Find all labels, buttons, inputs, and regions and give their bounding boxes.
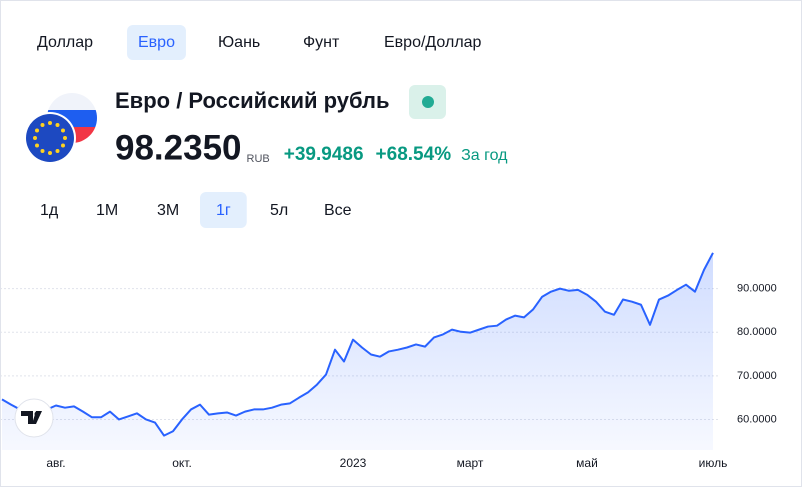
star: [35, 143, 40, 148]
pair-title: Евро / Российский рубль: [115, 88, 390, 113]
star: [35, 128, 40, 133]
tv-logo: [14, 398, 54, 438]
star: [63, 136, 67, 140]
area-fill: [2, 252, 713, 450]
x-tick-label: авг.: [46, 456, 65, 470]
period-buttons: 1д 1М 3М 1г 5л Все: [40, 192, 352, 228]
period-button[interactable]: 5л: [270, 202, 288, 219]
period-button[interactable]: 1г: [216, 202, 231, 219]
star: [60, 143, 65, 148]
star: [60, 128, 65, 133]
chart: 60.0000 70.0000 80.0000 90.0000 авг. окт. 2023…: [0, 252, 777, 470]
star: [48, 121, 52, 125]
period-button[interactable]: 1д: [40, 202, 59, 219]
currency-icon: [24, 93, 97, 164]
tab[interactable]: Доллар: [37, 34, 93, 51]
change: +39.9486: [284, 144, 364, 165]
star: [55, 123, 60, 128]
x-tick-label: март: [457, 456, 484, 470]
y-tick-label: 60.0000: [737, 413, 777, 425]
y-tick-label: 80.0000: [737, 326, 777, 338]
tab[interactable]: Юань: [218, 34, 260, 51]
currency: RUB: [247, 153, 270, 165]
star: [48, 151, 52, 155]
status-dot: [422, 96, 434, 108]
change-period: За год: [461, 147, 508, 164]
period-button[interactable]: 3М: [157, 202, 179, 219]
period-selected-bg: [200, 192, 247, 228]
tab[interactable]: Фунт: [303, 34, 340, 51]
star: [40, 123, 45, 128]
period-button[interactable]: Все: [324, 202, 352, 219]
star: [40, 148, 45, 153]
x-tick-label: май: [576, 456, 598, 470]
change-percent: +68.54%: [376, 144, 452, 165]
tab[interactable]: Евро/Доллар: [384, 34, 482, 51]
tabs: Доллар Евро Юань Фунт Евро/Доллар: [37, 25, 482, 60]
price-line: [1, 252, 714, 437]
tab[interactable]: Евро: [138, 34, 175, 51]
star: [33, 136, 37, 140]
y-tick-label: 70.0000: [737, 370, 777, 382]
x-tick-label: окт.: [172, 456, 192, 470]
x-tick-label: июль: [699, 456, 728, 470]
star: [55, 148, 60, 153]
tab-selected-bg: [127, 25, 186, 60]
price: 98.2350: [115, 128, 242, 167]
y-tick-label: 90.0000: [737, 283, 777, 295]
x-tick-label: 2023: [340, 456, 367, 470]
period-button[interactable]: 1М: [96, 202, 118, 219]
